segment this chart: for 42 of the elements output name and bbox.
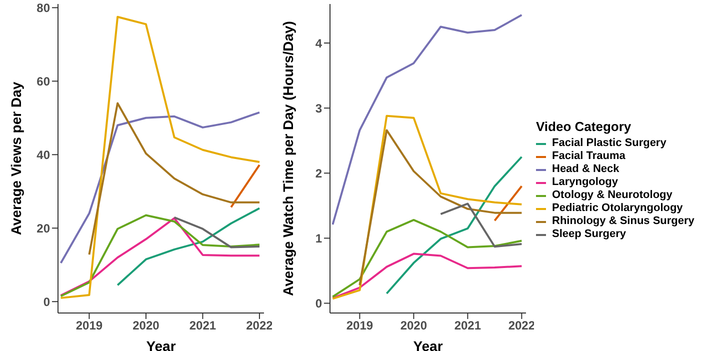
line-series [440,202,523,248]
line-series [88,102,260,256]
legend-label: Otology & Neurotology [552,189,672,202]
y-tick-label: 40 [36,148,50,162]
legend-label: Facial Plastic Surgery [552,137,666,150]
legend-title: Video Category [536,119,632,134]
legend-label: Head & Neck [552,163,620,176]
y-axis-title: Average Views per Day [8,82,24,236]
line-series [332,218,523,298]
x-axis-title: Year [413,338,444,351]
legend-label: Rhinology & Sinus Surgery [552,215,694,228]
x-tick-label: 2020 [400,318,428,333]
y-tick-label: 60 [36,74,50,88]
line-series [60,111,260,264]
legend-label: Pediatric Otolaryngology [552,202,683,215]
x-tick-label: 2021 [189,318,216,333]
y-tick-label: 20 [36,221,50,236]
y-tick-label: 0 [43,294,50,309]
y-tick-label: 1 [315,231,322,246]
x-axis-title: Year [146,338,176,351]
line-series [60,16,260,299]
y-tick-label: 4 [315,36,322,50]
legend-label: Facial Trauma [552,150,626,163]
y-tick-label: 2 [315,166,322,180]
line-series [332,114,523,300]
line-series [332,14,523,226]
y-tick-label: 3 [315,101,322,116]
x-tick-label: 2022 [246,318,274,333]
legend-label: Laryngology [552,176,618,189]
line-series [173,216,260,248]
line-series [358,129,523,286]
x-tick-label: 2021 [454,318,482,333]
x-tick-label: 2019 [346,318,374,333]
y-tick-label: 80 [36,0,50,15]
line-series [116,207,260,286]
y-tick-label: 0 [315,296,322,310]
line-series [386,156,523,294]
x-tick-label: 2020 [132,318,160,333]
x-tick-label: 2019 [76,318,103,333]
legend-label: Sleep Surgery [552,228,626,241]
y-axis-title: Average Watch Time per Day (Hours/Day) [280,21,296,296]
line-series [332,252,523,300]
